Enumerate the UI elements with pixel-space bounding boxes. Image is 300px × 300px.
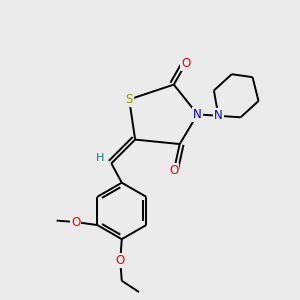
Text: N: N <box>193 108 202 121</box>
Text: O: O <box>71 216 80 229</box>
Text: O: O <box>169 164 178 177</box>
Text: O: O <box>116 254 125 267</box>
Text: N: N <box>214 109 223 122</box>
Text: H: H <box>96 153 104 163</box>
Text: O: O <box>181 57 190 70</box>
Text: S: S <box>125 93 133 106</box>
